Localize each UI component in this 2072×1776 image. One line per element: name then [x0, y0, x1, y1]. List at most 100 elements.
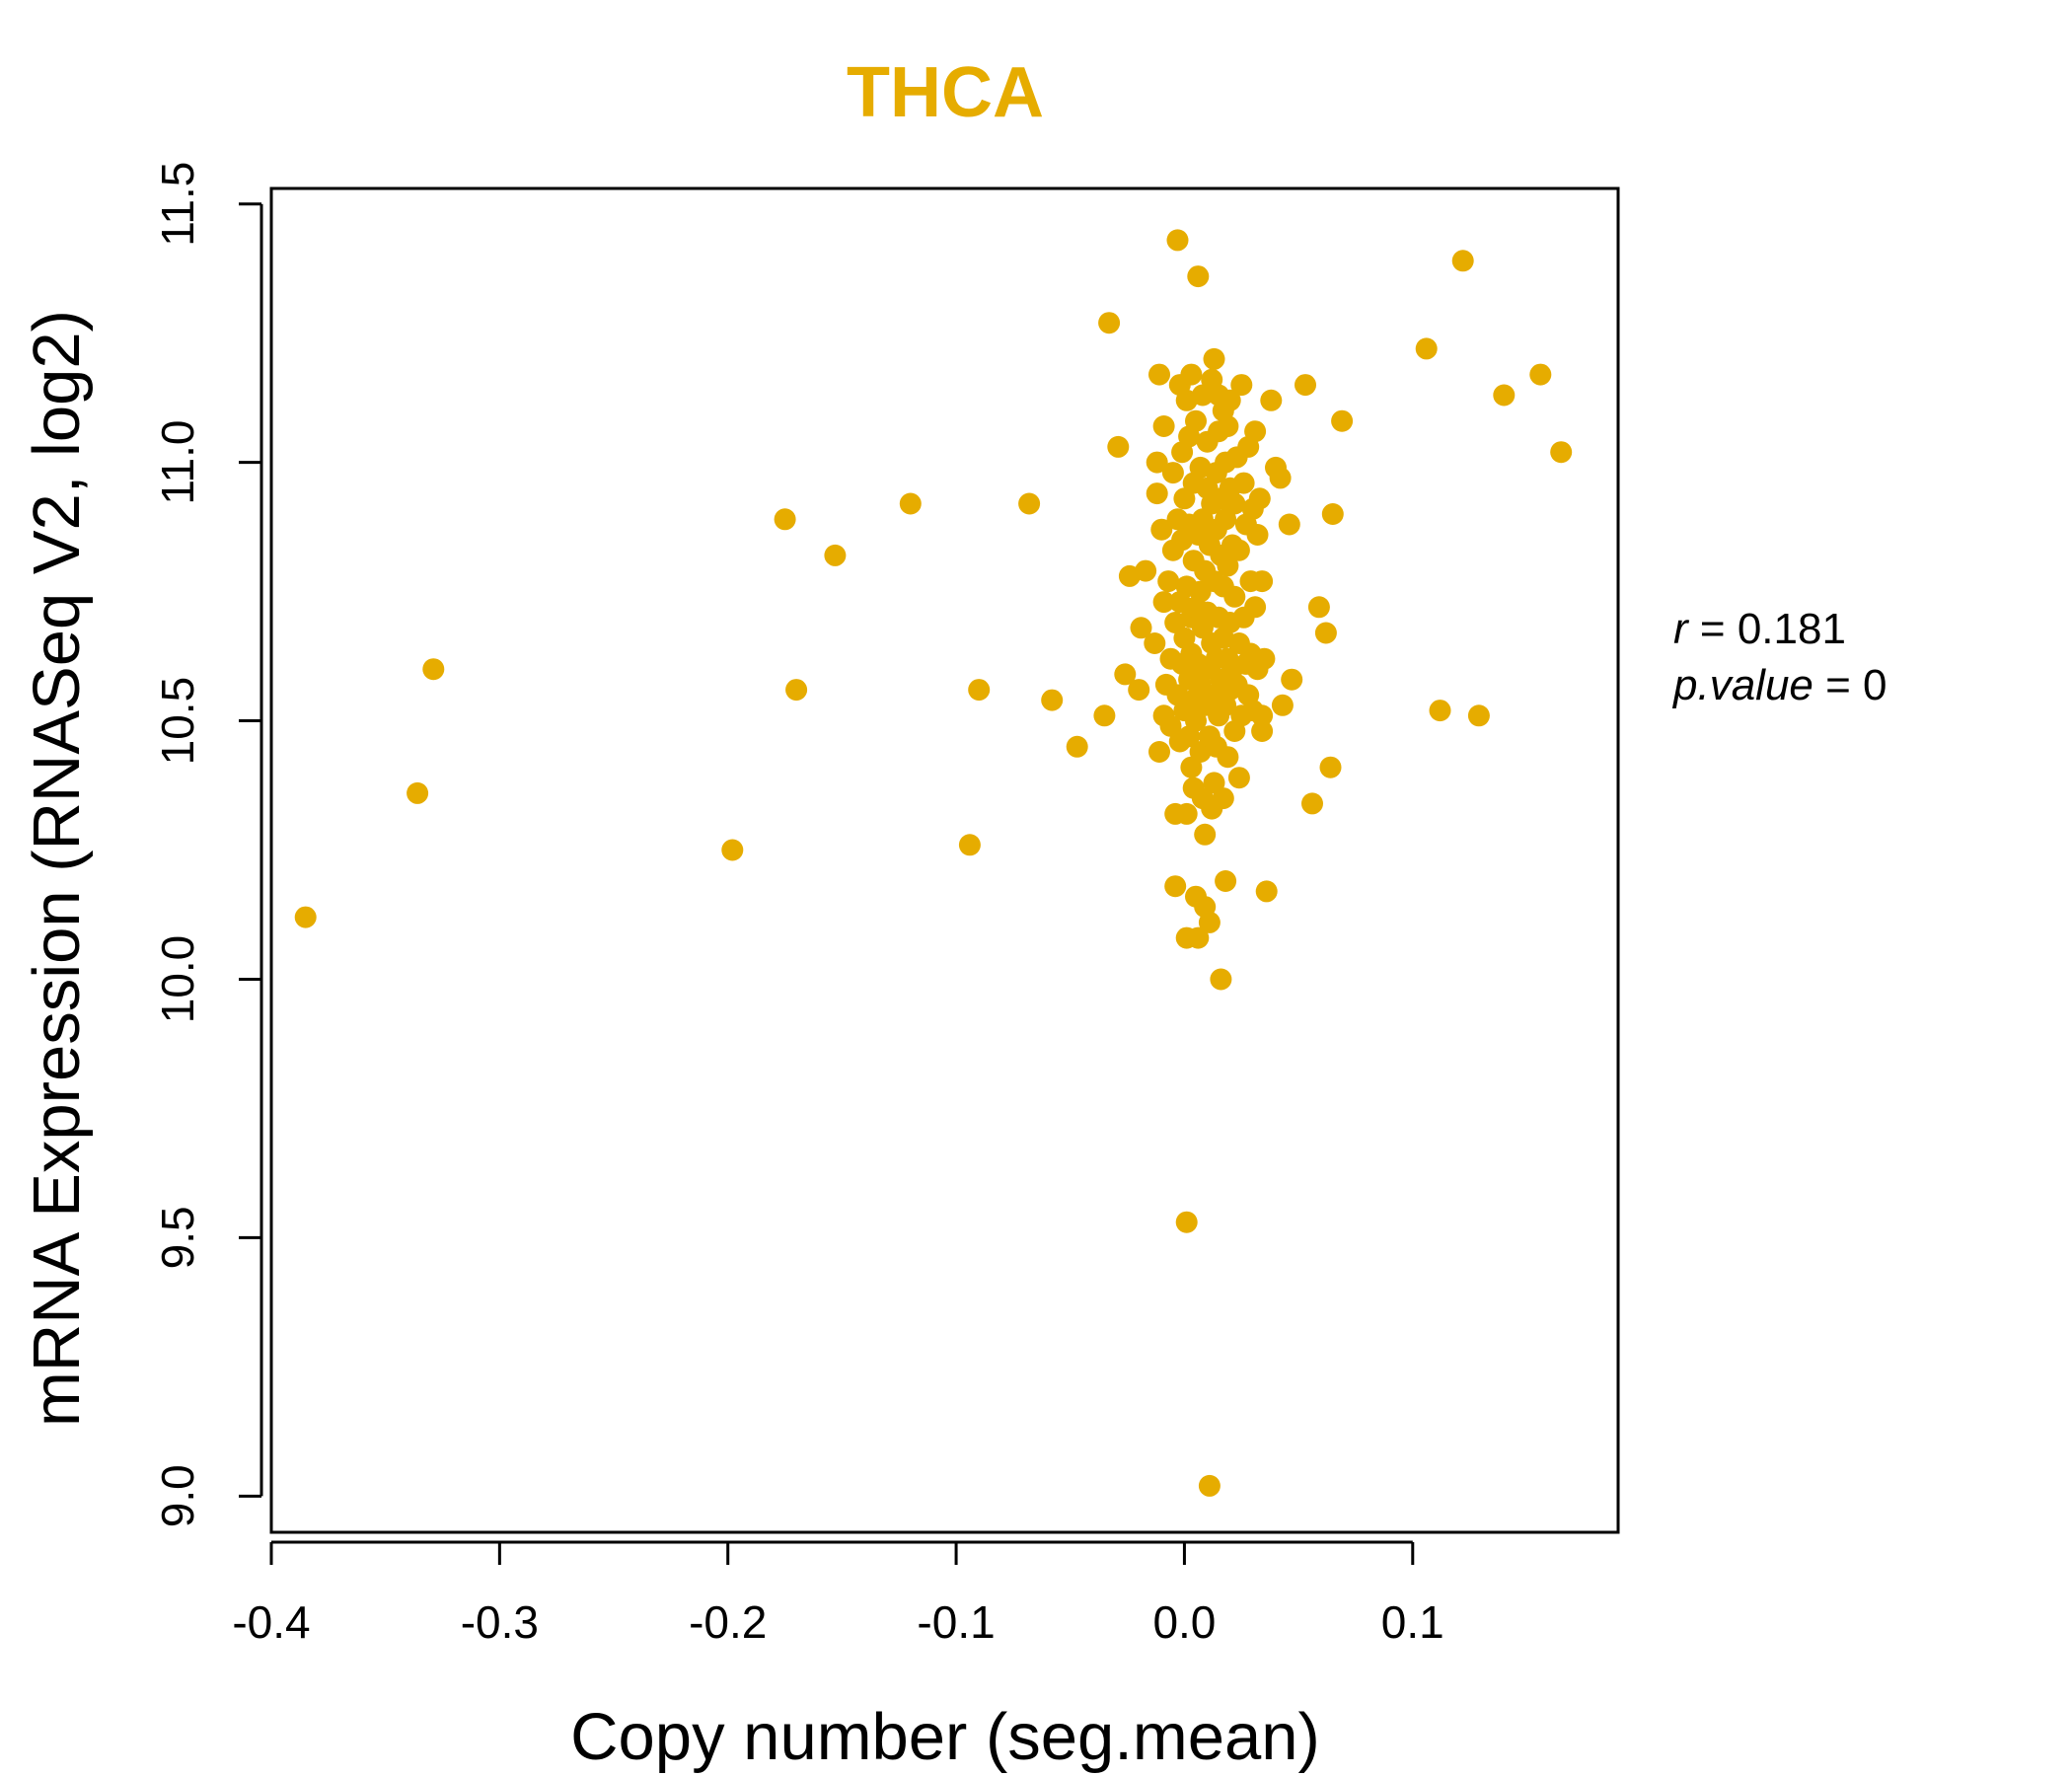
data-point	[1230, 374, 1253, 397]
p-value: 0	[1863, 661, 1887, 709]
data-point	[1180, 363, 1203, 386]
data-point	[899, 492, 922, 515]
data-point	[1185, 409, 1207, 432]
x-tick-label: -0.4	[232, 1596, 310, 1648]
data-point	[958, 834, 981, 856]
data-point	[1451, 250, 1474, 272]
data-point	[1260, 389, 1283, 411]
data-point	[1251, 704, 1274, 727]
x-axis-label: Copy number (seg.mean)	[570, 1700, 1320, 1774]
data-point	[1307, 596, 1330, 619]
data-point	[1157, 570, 1180, 593]
data-point	[1107, 435, 1130, 458]
y-axis: 9.0 9.5 10.0 10.5 11.0 11.5	[152, 162, 263, 1527]
r-equals: =	[1687, 605, 1738, 653]
data-point	[1144, 632, 1166, 654]
x-axis: -0.4 -0.3 -0.2 -0.1 0.0 0.1	[232, 1540, 1444, 1648]
data-point	[1203, 347, 1225, 370]
data-point	[1223, 492, 1246, 515]
data-point	[1164, 875, 1187, 898]
data-point	[1217, 746, 1239, 769]
data-point	[1135, 559, 1157, 582]
x-tick-label: 0.1	[1381, 1596, 1444, 1648]
r-value: 0.181	[1737, 605, 1846, 653]
data-point	[1232, 472, 1255, 494]
data-point	[774, 508, 796, 531]
data-point	[1041, 689, 1064, 711]
x-tick-label: -0.3	[461, 1596, 539, 1648]
data-point	[1018, 492, 1041, 515]
data-point	[407, 781, 429, 804]
data-point	[1244, 420, 1267, 443]
data-point	[1187, 265, 1210, 288]
data-point	[1217, 555, 1239, 577]
data-point	[1148, 741, 1170, 763]
data-point	[1150, 518, 1173, 541]
y-tick-label: 10.5	[152, 677, 203, 766]
data-point	[1219, 389, 1241, 411]
data-point	[1128, 679, 1150, 702]
plot-frame	[269, 186, 1620, 1534]
p-equals: =	[1813, 661, 1864, 709]
data-point	[294, 906, 317, 928]
data-point	[1227, 539, 1250, 561]
r-label: r	[1673, 605, 1688, 653]
data-point	[1493, 384, 1516, 407]
data-point	[1301, 792, 1323, 815]
data-points	[294, 229, 1573, 1497]
data-point	[1148, 363, 1170, 386]
x-tick-label: 0.0	[1152, 1596, 1216, 1648]
data-point	[968, 679, 991, 702]
data-point	[1281, 668, 1303, 691]
data-point	[1321, 503, 1344, 525]
data-point	[1175, 1211, 1198, 1233]
data-point	[1093, 704, 1116, 727]
data-point	[1210, 968, 1232, 991]
data-point	[1194, 823, 1217, 846]
data-point	[1246, 524, 1269, 546]
y-tick-label: 10.0	[152, 935, 203, 1024]
p-label: p.value	[1673, 661, 1813, 709]
data-point	[1271, 694, 1294, 716]
data-point	[1098, 312, 1121, 334]
data-point	[1415, 337, 1438, 360]
data-point	[1251, 570, 1274, 593]
data-point	[1152, 415, 1175, 437]
data-point	[1319, 756, 1342, 778]
data-point	[1223, 585, 1246, 608]
y-axis-label: mRNA Expression (RNASeq V2, log2)	[20, 310, 94, 1427]
y-tick-label: 9.5	[152, 1206, 203, 1269]
data-point	[1212, 787, 1234, 810]
data-point	[1215, 870, 1237, 892]
data-point	[1269, 467, 1292, 489]
data-point	[1175, 802, 1198, 825]
data-point	[1314, 622, 1337, 644]
data-point	[422, 658, 445, 681]
data-point	[1255, 880, 1278, 903]
x-tick-label: -0.1	[917, 1596, 995, 1648]
data-point	[721, 839, 744, 861]
data-point	[1166, 229, 1189, 252]
pvalue-annotation: p.value = 0	[1673, 661, 1887, 710]
data-point	[1146, 451, 1168, 474]
data-point	[785, 679, 808, 702]
data-point	[1217, 415, 1239, 437]
data-point	[1187, 926, 1210, 949]
x-tick-label: -0.2	[689, 1596, 767, 1648]
data-point	[1278, 513, 1300, 536]
data-point	[1198, 1474, 1221, 1497]
chart-title: THCA	[847, 53, 1044, 132]
y-tick-label: 11.5	[152, 162, 203, 247]
data-point	[1248, 487, 1271, 510]
data-point	[1550, 441, 1573, 464]
data-point	[1244, 596, 1267, 619]
data-point	[1114, 663, 1137, 686]
y-tick-label: 11.0	[152, 420, 203, 505]
data-point	[1467, 704, 1490, 727]
data-point	[1146, 482, 1168, 505]
data-point	[1130, 617, 1152, 639]
data-point	[824, 544, 847, 566]
correlation-annotation: r = 0.181	[1673, 605, 1846, 654]
data-point	[1331, 409, 1354, 432]
